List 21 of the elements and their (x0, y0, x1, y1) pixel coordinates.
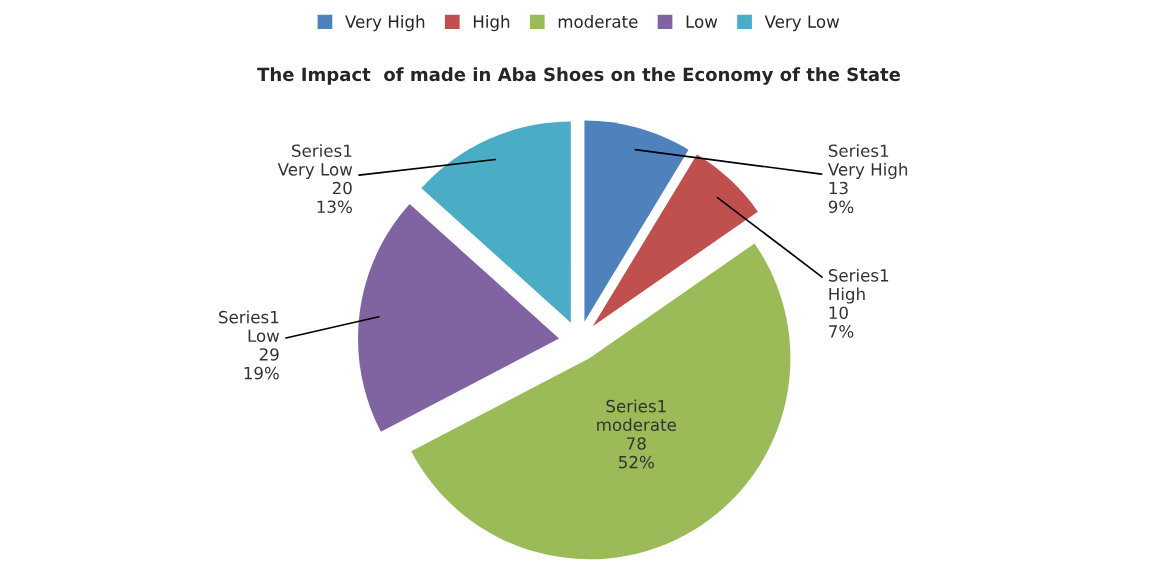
legend-label: Very High (345, 15, 425, 32)
slice-label: Very Low (277, 163, 353, 179)
slice-label: Series1 (606, 399, 666, 413)
slice-label: moderate (597, 418, 676, 432)
legend-label: High (473, 15, 510, 32)
data-label: 10 7% (829, 306, 854, 338)
data-label: 20 13% (317, 181, 352, 214)
legend-label: Low (686, 15, 718, 28)
slice-label: High (829, 287, 865, 304)
text: Series1 (219, 310, 279, 324)
slice-label: Very High (827, 162, 908, 179)
legend-label: Very Low (764, 15, 840, 32)
text: The Impact of made in Aba Shoes on the Economy of the State (257, 67, 901, 85)
data-label: 78 52% (619, 437, 654, 469)
slice-label: Low (248, 329, 280, 343)
data-label: 13 9% (828, 181, 854, 214)
text: Series1 (828, 144, 889, 158)
data-label: 29 19% (244, 348, 279, 380)
text: Series1 (828, 268, 889, 282)
legend-label: moderate (558, 15, 638, 28)
text: Series1 (292, 144, 352, 158)
